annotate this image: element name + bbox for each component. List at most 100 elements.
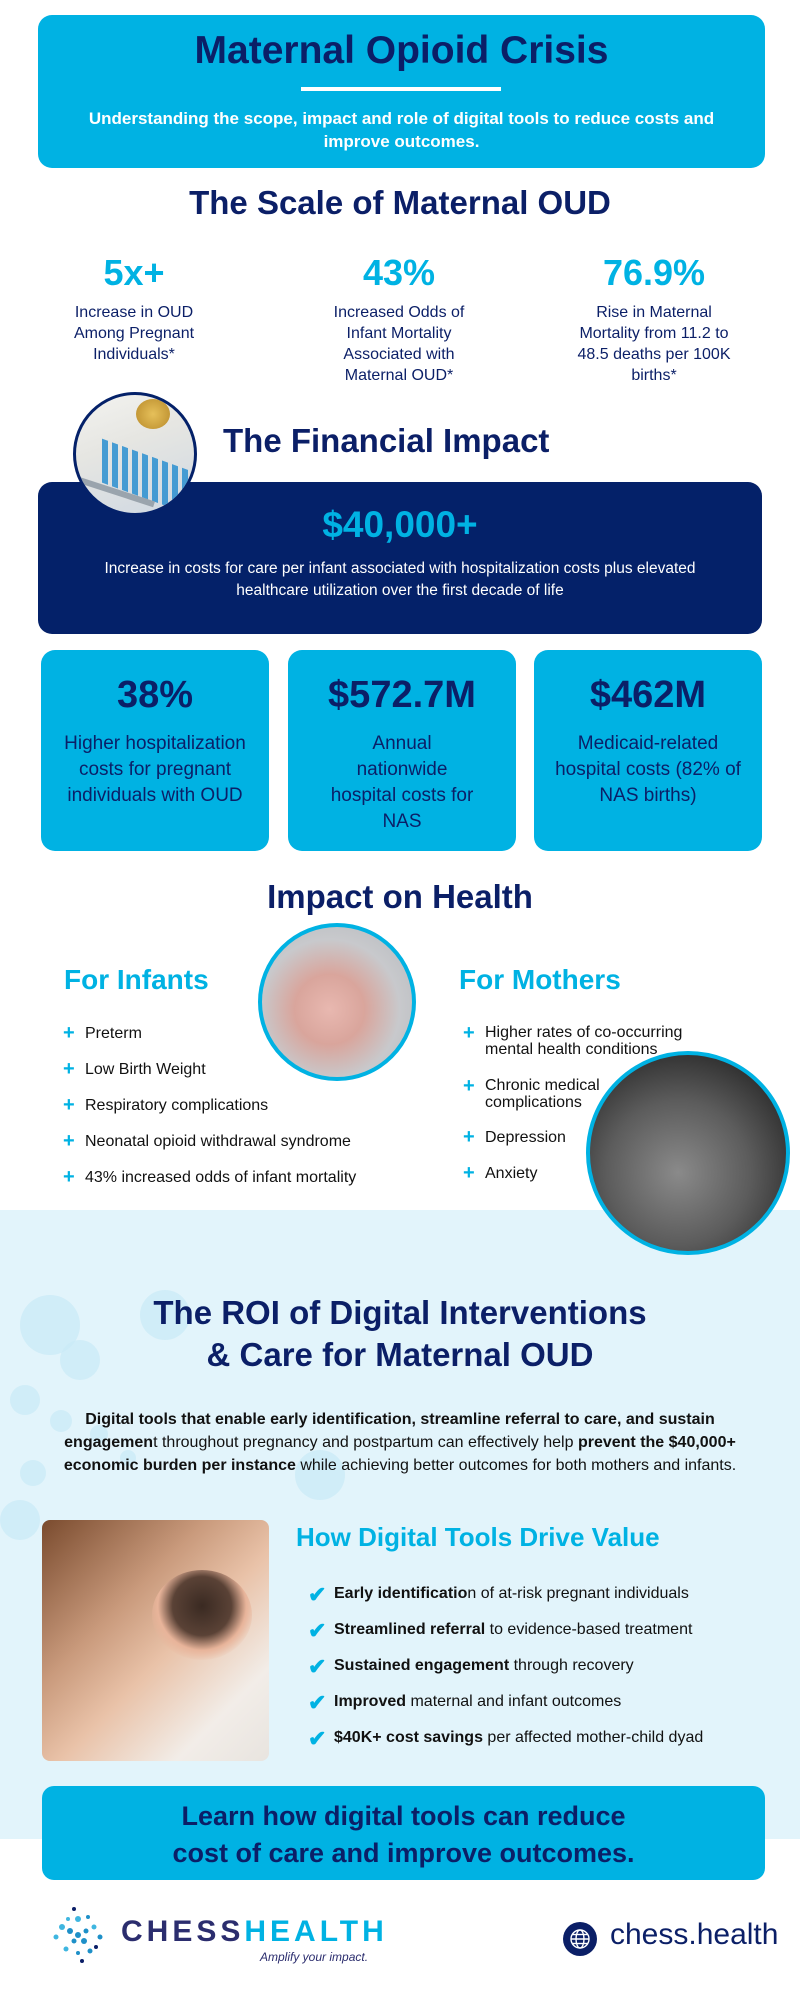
- pregnant-belly-photo: [586, 1051, 790, 1255]
- item-text: Anxiety: [485, 1165, 538, 1182]
- item-text: Depression: [485, 1129, 566, 1146]
- item-text: per affected mother-child dyad: [482, 1729, 704, 1746]
- mothers-list: + Higher rates of co-occurring mental hea…: [463, 1023, 735, 1183]
- title-divider: [301, 87, 501, 91]
- card-description: Higher hospitalization costs for pregnan…: [64, 733, 246, 806]
- list-item: + Neonatal opioid withdrawal syndrome: [63, 1131, 415, 1151]
- list-item: + Higher rates of co-occurring mental hea…: [463, 1023, 725, 1058]
- page-title: Maternal Opioid Crisis: [194, 29, 609, 72]
- paragraph-bold-1: Digital tools that enable early identifi…: [64, 1411, 715, 1451]
- stat-value: 76.9%: [602, 252, 706, 293]
- infants-list: + Preterm + Low Birth Weight + Respiratory …: [63, 1023, 415, 1187]
- card-description: Medicaid-related hospital costs (82% of …: [555, 733, 741, 806]
- stat-oud-increase: 5x+ Increase in OUD Among Pregnant Indiv…: [44, 252, 224, 365]
- value-item: ✔ Improved maternal and infant outcomes: [308, 1690, 622, 1715]
- mothers-title: For Mothers: [459, 964, 621, 995]
- stat-description: Rise in Maternal Mortality from 11.2 to …: [577, 304, 731, 384]
- list-item: + Chronic medical complications: [463, 1076, 625, 1111]
- card-value: $462M: [589, 674, 707, 716]
- item-text: Neonatal opioid withdrawal syndrome: [85, 1133, 351, 1150]
- wordmark-chess: CHESS: [121, 1915, 245, 1948]
- card-description: Annual nationwide hospital costs for NAS: [330, 733, 474, 832]
- item-text: to evidence-based treatment: [485, 1621, 693, 1638]
- item-text: Chronic medical complications: [485, 1077, 600, 1111]
- roi-title-line1: The ROI of Digital Interventions: [153, 1294, 647, 1331]
- website-link[interactable]: chess.health: [610, 1918, 779, 1951]
- stat-maternal-mortality: 76.9% Rise in Maternal Mortality from 11…: [564, 252, 744, 386]
- item-text: n of at-risk pregnant individuals: [467, 1585, 689, 1602]
- plus-icon: +: [63, 1022, 75, 1044]
- learn-more-cta[interactable]: Learn how digital tools can reduce cost …: [42, 1786, 765, 1880]
- item-text: through recovery: [509, 1657, 634, 1674]
- card-value: $572.7M: [328, 674, 476, 716]
- stat-value: 5x+: [103, 252, 165, 293]
- chess-health-wordmark: CHESSHEALTH: [121, 1915, 388, 1949]
- plus-icon: +: [463, 1022, 475, 1044]
- page-subtitle: Understanding the scope, impact and role…: [88, 109, 715, 151]
- item-text: Higher rates of co-occurring mental heal…: [485, 1024, 683, 1058]
- paragraph-bold-2: prevent the $40,000+ economic burden per…: [63, 1434, 736, 1474]
- mother-newborn-photo: [42, 1520, 269, 1761]
- health-title: Impact on Health: [267, 878, 533, 915]
- checkmark-icon: ✔: [308, 1726, 327, 1751]
- card-nas-costs: $572.7M Annual nationwide hospital costs…: [288, 650, 516, 851]
- plus-icon: +: [63, 1166, 75, 1188]
- header-banner: Maternal Opioid Crisis Understanding the…: [38, 15, 765, 168]
- value-item: ✔ Early identification of at-risk pregnan…: [308, 1582, 689, 1607]
- financial-chart-photo: [73, 392, 197, 516]
- value-item: ✔ $40K+ cost savings per affected mother-…: [308, 1726, 704, 1751]
- value-item: ✔ Sustained engagement through recovery: [308, 1654, 634, 1679]
- card-hospitalization-costs: 38% Higher hospitalization costs for pre…: [41, 650, 269, 851]
- list-item: + Low Birth Weight: [63, 1059, 415, 1079]
- plus-icon: +: [463, 1162, 475, 1184]
- roi-title-line2: & Care for Maternal OUD: [206, 1336, 594, 1373]
- list-item: + Preterm: [63, 1023, 415, 1043]
- cta-text: Learn how digital tools can reduce cost …: [42, 1798, 765, 1872]
- item-bold: Streamlined referral: [334, 1621, 486, 1638]
- plus-icon: +: [463, 1126, 475, 1148]
- item-bold: Sustained engagement: [334, 1657, 510, 1674]
- item-text: Respiratory complications: [85, 1097, 269, 1114]
- logo-tagline: Amplify your impact.: [260, 1950, 369, 1964]
- value-title: How Digital Tools Drive Value: [296, 1522, 660, 1552]
- globe-icon: [563, 1922, 597, 1956]
- item-text: 43% increased odds of infant mortality: [85, 1169, 357, 1186]
- list-item: + Depression: [463, 1127, 735, 1147]
- checkmark-icon: ✔: [308, 1618, 327, 1643]
- chess-health-logo-icon: [48, 1905, 108, 1965]
- item-text: Low Birth Weight: [85, 1061, 206, 1078]
- plus-icon: +: [463, 1075, 475, 1097]
- cta-line1: Learn how digital tools can reduce: [181, 1801, 626, 1831]
- plus-icon: +: [63, 1130, 75, 1152]
- plus-icon: +: [63, 1094, 75, 1116]
- wordmark-health: HEALTH: [244, 1915, 388, 1948]
- infants-title: For Infants: [64, 964, 209, 995]
- roi-title: The ROI of Digital Interventions & Care …: [0, 1292, 800, 1376]
- checkmark-icon: ✔: [308, 1582, 327, 1607]
- checkmark-icon: ✔: [308, 1690, 327, 1715]
- card-medicaid-costs: $462M Medicaid-related hospital costs (8…: [534, 650, 762, 851]
- stat-description: Increase in OUD Among Pregnant Individua…: [73, 304, 195, 363]
- headline-value: $40,000+: [322, 504, 478, 545]
- headline-description: Increase in costs for care per infant as…: [104, 560, 696, 599]
- cta-line2: cost of care and improve outcomes.: [172, 1838, 635, 1868]
- stat-infant-mortality: 43% Increased Odds of Infant Mortality A…: [314, 252, 484, 386]
- stat-value: 43%: [362, 252, 436, 293]
- item-bold: Early identificatio: [334, 1585, 468, 1602]
- item-text: maternal and infant outcomes: [406, 1693, 622, 1710]
- paragraph-text-1: t throughout pregnancy and postpartum ca…: [153, 1434, 578, 1451]
- list-item: + Anxiety: [463, 1163, 735, 1183]
- financial-title: The Financial Impact: [223, 422, 550, 459]
- checkmark-icon: ✔: [308, 1654, 327, 1679]
- scale-title: The Scale of Maternal OUD: [189, 184, 611, 221]
- list-item: +43% increased odds of infant mortality: [63, 1167, 415, 1187]
- item-bold: Improved: [334, 1693, 407, 1710]
- roi-paragraph: Digital tools that enable early identifi…: [60, 1408, 740, 1477]
- value-item: ✔ Streamlined referral to evidence-based …: [308, 1618, 693, 1643]
- stat-description: Increased Odds of Infant Mortality Assoc…: [333, 304, 465, 384]
- paragraph-text-2: while achieving better outcomes for both…: [295, 1457, 737, 1474]
- list-item: + Respiratory complications: [63, 1095, 415, 1115]
- item-text: Preterm: [85, 1025, 142, 1042]
- plus-icon: +: [63, 1058, 75, 1080]
- crying-newborn-photo: [258, 923, 416, 1081]
